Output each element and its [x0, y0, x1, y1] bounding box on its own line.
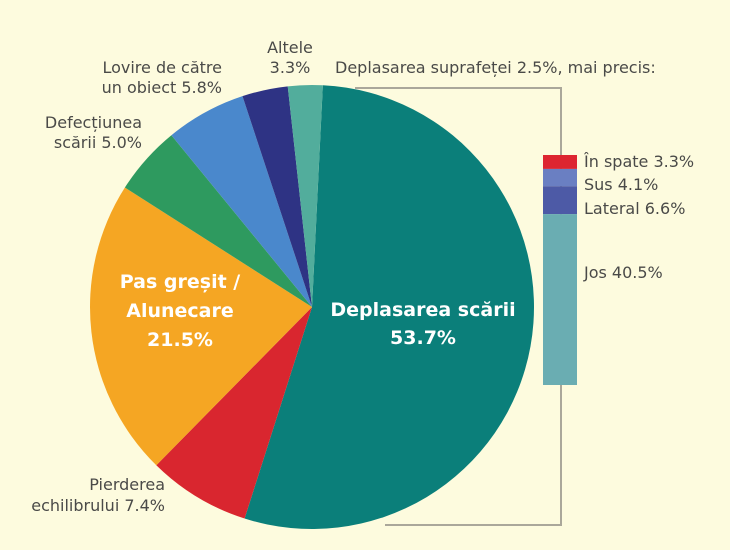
breakdown-segment	[543, 186, 577, 215]
breakdown-label: Jos 40.5%	[583, 263, 663, 282]
breakdown-segment	[543, 214, 577, 385]
slice-label-pierderea-echilibrului: Pierderea echilibrului 7.4%	[31, 475, 165, 515]
pie-slice-deplasarea-suprafetei	[287, 85, 323, 307]
slice-label-line: Altele	[267, 38, 313, 57]
pie-slice-lovire-obiect	[171, 96, 312, 307]
breakdown-segment	[543, 168, 577, 187]
slice-label-pas-gresit: Pas greșit / Alunecare 21.5%	[120, 271, 241, 351]
slice-label-line: Deplasarea scării	[330, 299, 515, 321]
slice-label-line: 3.3%	[270, 58, 311, 77]
pie-slice-pierderea-echilibrului	[156, 307, 312, 519]
breakdown-label: În spate 3.3%	[583, 152, 694, 171]
breakdown-segment	[543, 155, 577, 169]
breakdown-label: Sus 4.1%	[584, 175, 658, 194]
slice-label-line: Lovire de către	[102, 58, 222, 77]
slice-label-line: Defecțiunea	[45, 113, 142, 132]
slice-label-defectiunea-scarii: Defecțiunea scării 5.0%	[45, 113, 142, 152]
slice-label-line: Pierderea	[89, 475, 165, 494]
slice-label-line: scării 5.0%	[54, 133, 142, 152]
slice-label-line: Alunecare	[126, 300, 234, 322]
slice-label-altele: Altele 3.3%	[267, 38, 313, 77]
pie-slice-altele	[242, 86, 312, 307]
slice-label-lovire-obiect: Lovire de către un obiect 5.8%	[102, 58, 222, 97]
pie-slice-defectiunea-scarii	[124, 135, 312, 307]
slice-label-deplasarea-scarii: Deplasarea scării 53.7%	[330, 299, 515, 349]
slice-label-deplasarea-suprafetei: Deplasarea suprafeței 2.5%, mai precis:	[335, 58, 656, 77]
slice-label-line: un obiect 5.8%	[102, 78, 222, 97]
pie-slice-pas-gresit	[89, 187, 312, 466]
slice-label-line: 53.7%	[390, 327, 456, 349]
slice-label-line: 21.5%	[147, 329, 213, 351]
slice-label-line: Deplasarea suprafeței 2.5%, mai precis:	[335, 58, 656, 77]
slice-label-line: Pas greșit /	[120, 271, 241, 293]
breakdown-label: Lateral 6.6%	[584, 199, 685, 218]
slice-label-line: echilibrului 7.4%	[31, 496, 165, 515]
pie-slice-deplasarea-scarii	[244, 85, 535, 530]
